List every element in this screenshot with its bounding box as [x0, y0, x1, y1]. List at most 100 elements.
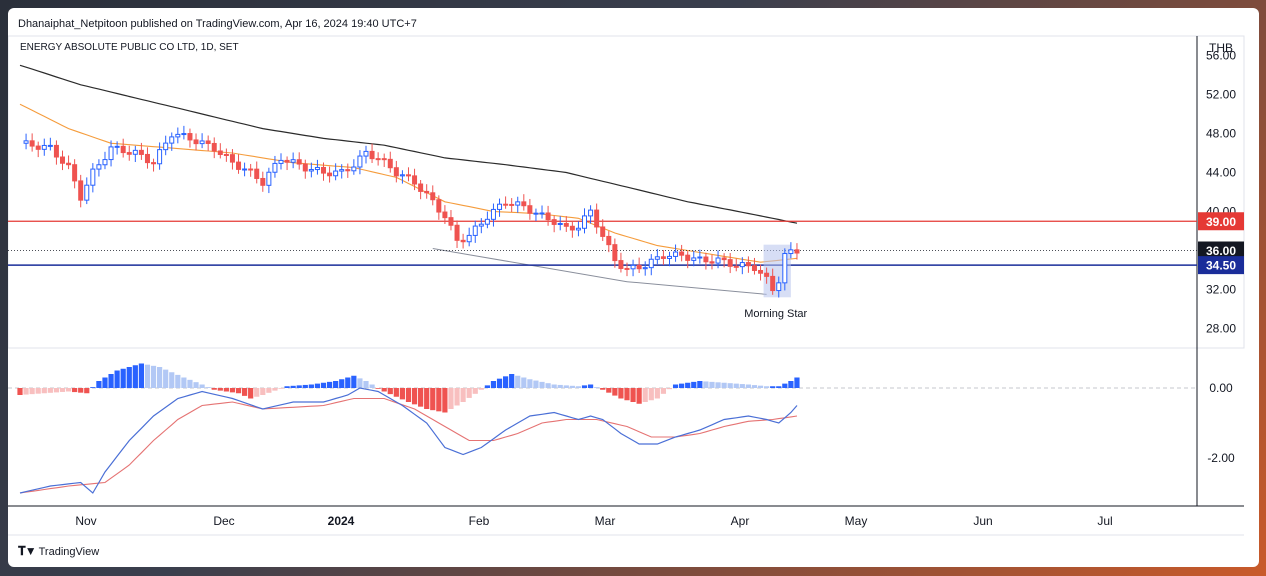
- candle-body: [709, 261, 715, 264]
- macd-tick-label: 0.00: [1209, 381, 1233, 395]
- macd-histogram-bar: [685, 382, 691, 388]
- time-tick-label: Apr: [731, 514, 750, 528]
- macd-tick-label: -2.00: [1207, 451, 1235, 465]
- candle-body: [794, 249, 800, 254]
- macd-histogram-bar: [235, 388, 242, 394]
- macd-histogram-bar: [709, 381, 715, 388]
- candle-body: [387, 158, 393, 169]
- candle-body: [23, 140, 29, 144]
- candle-body: [199, 140, 205, 145]
- macd-histogram-bar: [369, 384, 375, 388]
- time-tick-label: May: [845, 514, 868, 528]
- candle-body: [72, 164, 78, 182]
- price-tick-label: 48.00: [1206, 127, 1236, 141]
- macd-histogram-bar: [672, 384, 679, 388]
- brand[interactable]: 𝐓▼ TradingView: [18, 544, 99, 559]
- candle-body: [472, 225, 478, 236]
- macd-histogram-bar: [357, 378, 363, 388]
- candle-body: [666, 255, 672, 259]
- macd-histogram-bar: [78, 388, 84, 393]
- candle-body: [78, 180, 84, 201]
- price-label-text: 39.00: [1206, 215, 1236, 229]
- candle-body: [503, 203, 509, 206]
- candle-body: [126, 152, 132, 155]
- macd-histogram-bar: [284, 386, 290, 388]
- macd-histogram-bar: [302, 384, 308, 388]
- time-axis-ticks: Nov Dec 2024 Feb Mar Apr May Jun Jul: [75, 514, 1112, 528]
- macd-histogram-bar: [175, 374, 181, 388]
- candle-body: [557, 223, 563, 226]
- candle-body: [509, 203, 515, 206]
- macd-histogram-bar: [618, 388, 624, 399]
- macd-histogram-bar: [442, 388, 448, 413]
- ema-slow-path: [19, 64, 798, 224]
- candle-body: [436, 199, 442, 213]
- macd-histogram-bar: [169, 372, 175, 388]
- macd-histogram-bar: [654, 388, 660, 399]
- candle-body: [47, 144, 53, 147]
- candle-body: [527, 205, 533, 214]
- time-tick-label: Feb: [469, 514, 490, 528]
- candle-body: [673, 251, 679, 257]
- publish-info: Dhanaiphat_Netpitoon published on Tradin…: [18, 18, 417, 30]
- macd-histogram-bar: [59, 388, 66, 392]
- macd-histogram-bar: [72, 388, 78, 393]
- candle-body: [248, 168, 254, 171]
- candle-body: [776, 282, 782, 292]
- ema-slow-line: [19, 64, 798, 224]
- candle-body: [181, 133, 187, 136]
- candle-body: [242, 168, 248, 171]
- candle-body: [497, 203, 503, 210]
- macd-histogram-bar: [290, 385, 296, 388]
- tradingview-logo-icon: 𝐓▼: [18, 544, 37, 558]
- candle-body: [533, 212, 539, 215]
- macd-histogram-bar: [636, 388, 642, 404]
- macd-histogram-bar: [29, 388, 35, 395]
- candle-body: [575, 227, 581, 231]
- macd-histogram-bar: [65, 388, 72, 392]
- candle-body: [733, 265, 739, 268]
- macd-histogram-bar: [138, 363, 144, 388]
- macd-histogram-bar: [551, 384, 557, 388]
- candle-body: [654, 256, 660, 260]
- candle-body: [175, 133, 181, 138]
- candle-body: [697, 256, 703, 259]
- macd-histogram-bar: [393, 388, 399, 397]
- candle-body: [612, 244, 618, 262]
- price-tick-label: 56.00: [1206, 49, 1236, 63]
- candle-body: [545, 212, 551, 221]
- currency-label[interactable]: THB: [1209, 41, 1233, 55]
- macd-histogram-bar: [241, 388, 248, 396]
- time-tick-label: Dec: [213, 514, 234, 528]
- time-tick-label: Jun: [973, 514, 992, 528]
- candle-body: [727, 259, 733, 267]
- macd-histogram-bar: [454, 388, 460, 406]
- candle-body: [120, 145, 126, 154]
- candle-body: [412, 175, 418, 185]
- candle-body: [357, 155, 363, 168]
- candle-body: [484, 218, 490, 225]
- candle-body: [114, 145, 120, 148]
- candle-body: [691, 257, 697, 261]
- candle-body: [211, 142, 217, 152]
- macd-histogram-bar: [41, 388, 47, 394]
- candle-body: [217, 150, 223, 155]
- candle-body: [393, 167, 399, 177]
- macd-histogram-bar: [132, 365, 138, 388]
- candle-body: [648, 258, 654, 269]
- candle-body: [229, 154, 235, 163]
- macd-pane: 0.00 -2.00: [8, 363, 1235, 494]
- macd-histogram-bar: [496, 378, 503, 388]
- macd-histogram-bar: [411, 388, 418, 405]
- candle-body: [41, 144, 47, 150]
- time-tick-label: Jul: [1097, 514, 1112, 528]
- candle-body: [144, 153, 150, 164]
- macd-histogram-bar: [114, 370, 120, 388]
- candle-body: [660, 256, 666, 259]
- candle-body: [418, 183, 424, 192]
- time-tick-label: Nov: [75, 514, 96, 528]
- price-tick-label: 44.00: [1206, 166, 1236, 180]
- macd-histogram-bar: [339, 379, 345, 388]
- chart-canvas[interactable]: ENERGY ABSOLUTE PUBLIC CO LTD, 1D, SET T…: [8, 8, 1259, 567]
- price-tick-label: 52.00: [1206, 88, 1236, 102]
